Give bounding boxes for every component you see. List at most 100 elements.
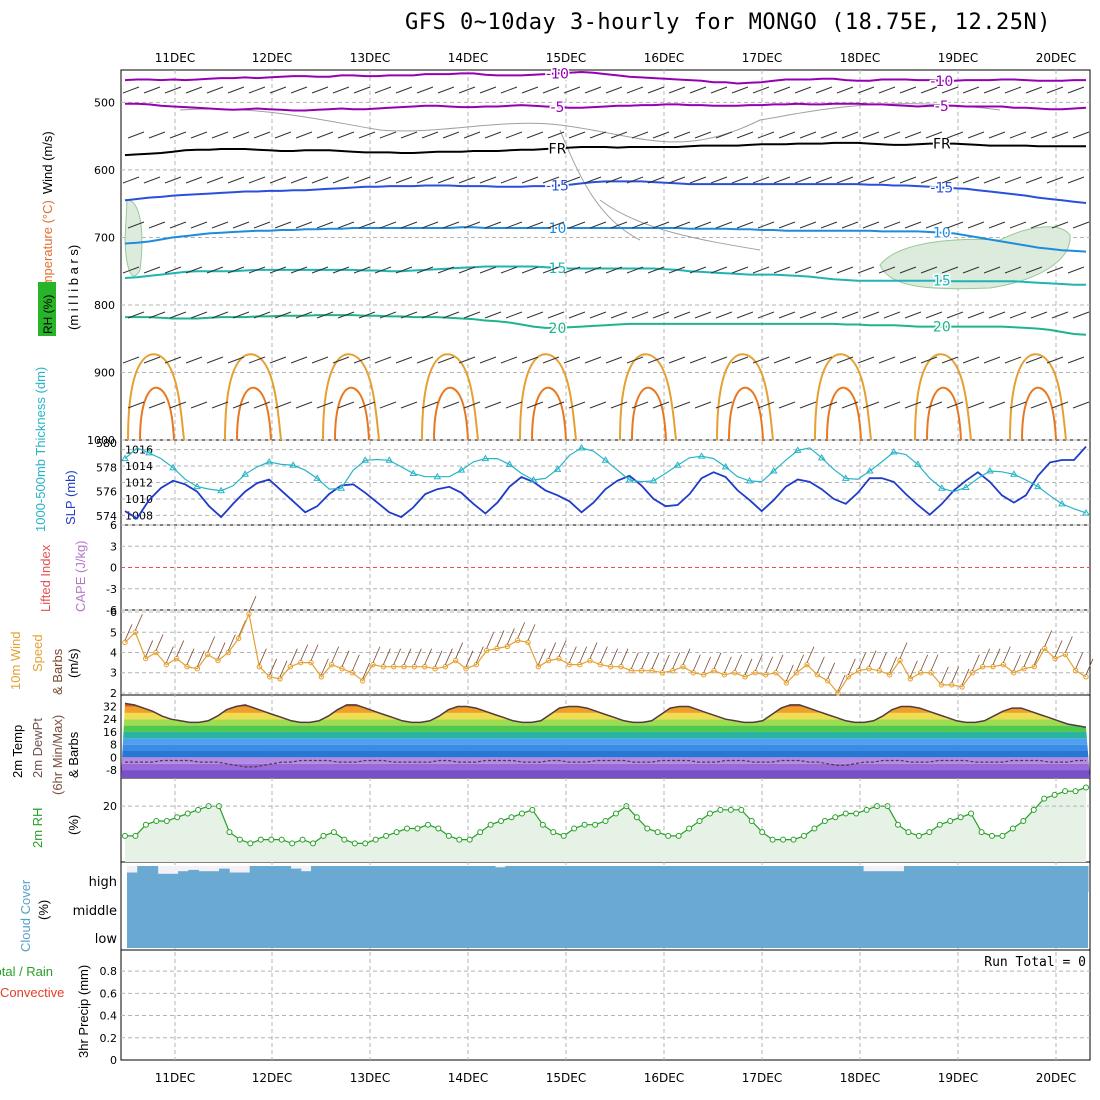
wind-barb [794, 176, 812, 184]
warm-layer-contour [826, 386, 862, 441]
wind-barb-10m [331, 646, 340, 663]
rh-point [936, 821, 943, 828]
thickness-tick-label: 578 [96, 461, 117, 474]
slp-axis-label: SLP (mb) [63, 470, 78, 525]
wind-barb [374, 86, 392, 94]
wind-barb [122, 266, 140, 274]
wind-barb [463, 401, 481, 409]
wind-barb [563, 176, 581, 184]
wind-barb [689, 266, 707, 274]
wind-speed-line [124, 611, 1087, 695]
wind-barb [542, 86, 560, 94]
wind-barb [568, 401, 586, 409]
wind-barb [253, 221, 271, 229]
wind-barb [941, 176, 959, 184]
wind-barb-10m [868, 650, 877, 667]
wind-barb [736, 221, 754, 229]
wind-barb [1067, 266, 1085, 274]
axis-label-part: Wind (m/s) [40, 131, 55, 194]
cloud-high-bar [822, 866, 833, 892]
wind-barb [421, 221, 439, 229]
wind-barb [883, 221, 901, 229]
rh-point [539, 821, 546, 828]
wind-barb [547, 311, 565, 319]
wind-barb [752, 86, 770, 94]
rh-point [132, 832, 139, 839]
wind-barb [668, 356, 686, 364]
rh-point [1083, 784, 1089, 791]
temp-tick-label: 32 [103, 701, 117, 714]
wind-barb [715, 221, 733, 229]
cloud-high-bar [433, 866, 445, 892]
wind-barb-10m [599, 646, 608, 663]
rh-point [759, 829, 766, 836]
wind-barb-10m [723, 656, 732, 673]
cloud-high-bar [351, 866, 363, 892]
rh-point [477, 829, 484, 836]
wind-barb [967, 401, 985, 409]
cloud-high-bar [607, 866, 619, 892]
wind-barb [400, 131, 418, 139]
rh-point [811, 825, 818, 832]
warm-layer-contour [716, 353, 774, 441]
wind-barb [143, 176, 161, 184]
wind-barb [227, 266, 245, 274]
wind-barb-10m [155, 634, 164, 651]
pressure-tick-label: 700 [94, 231, 115, 244]
cloud-high-bar [679, 866, 690, 892]
cloud-high-bar [689, 866, 701, 892]
wind-barb [1009, 221, 1027, 229]
warm-layer-contour [631, 386, 667, 441]
rh-point [999, 832, 1006, 839]
wind-barb-10m [796, 654, 805, 671]
cloud-high-bar [965, 866, 977, 892]
wind-barb-10m [692, 654, 701, 671]
rh-point [738, 806, 745, 813]
cloud-high-bar [597, 866, 608, 892]
rh-point [498, 818, 505, 824]
wind-barb [463, 131, 481, 139]
wind-barb-10m [134, 614, 143, 631]
wind-barb [458, 86, 476, 94]
wind-barb [883, 311, 901, 319]
wind-barb [778, 221, 796, 229]
rh-point [310, 840, 317, 847]
wind-barb-10m [506, 628, 515, 645]
temp-tick-label: -8 [106, 764, 117, 777]
wind-barb-10m [165, 646, 174, 663]
wind-barb [946, 311, 964, 319]
wind-axis-label-3: & Barbs [50, 648, 65, 695]
wind-barb [484, 311, 502, 319]
wind-barb-10m [951, 666, 960, 684]
rh-point [644, 825, 651, 832]
wind-barb [841, 131, 859, 139]
cloud-high-bar [750, 866, 762, 892]
wind-barb [290, 176, 308, 184]
wind-barb [337, 311, 355, 319]
wind-barb [295, 311, 313, 319]
warm-layer-contour [127, 353, 185, 441]
cloud-high-bar [259, 866, 271, 892]
wind-barb [652, 131, 670, 139]
wind-barb [442, 131, 460, 139]
rh-point [957, 814, 964, 821]
precip-tick-label: 0 [110, 1054, 117, 1067]
wind-barb [878, 86, 896, 94]
date-label-bottom: 12DEC [252, 1071, 292, 1085]
date-label-bottom: 14DEC [448, 1071, 488, 1085]
cloud-high-bar [1077, 866, 1089, 892]
wind-barb [1046, 356, 1064, 364]
wind-barb [799, 221, 817, 229]
warm-layer-contour [619, 353, 677, 441]
wind-barb [941, 86, 959, 94]
wind-barb [584, 356, 602, 364]
wind-barb [505, 311, 523, 319]
wind-barb [757, 401, 775, 409]
rh-point [706, 810, 713, 817]
rh-point [790, 836, 797, 843]
li-tick-label: 3 [110, 540, 117, 553]
wind-barb [353, 86, 371, 94]
wind-barb [757, 131, 775, 139]
wind-barb-10m [610, 648, 619, 665]
